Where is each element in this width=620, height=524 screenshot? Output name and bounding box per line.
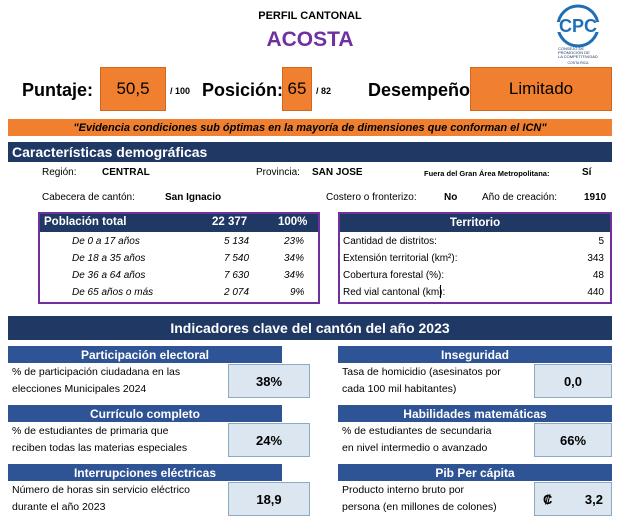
population-row-pct: 34%	[284, 270, 305, 281]
indicator-desc: Número de horas sin servicio eléctrico	[12, 484, 190, 496]
territory-header: Territorio	[340, 214, 610, 232]
population-header: Población total 22 377 100%	[40, 214, 318, 232]
pib-value: 3,2	[584, 491, 603, 507]
indicator-value-curriculo: 24%	[228, 423, 310, 457]
population-total-label: Población total	[44, 216, 127, 228]
indicator-title-inseguridad: Inseguridad	[338, 346, 612, 363]
territory-row-label: Cantidad de distritos:	[343, 236, 437, 247]
indicator-value-participacion: 38%	[228, 364, 310, 398]
indicator-value-matematicas: 66%	[534, 423, 612, 457]
divider	[340, 302, 510, 303]
indicator-desc: persona (en millones de colones)	[342, 501, 497, 513]
colon-currency-icon: ₡	[543, 491, 553, 507]
posicion-value: 65	[282, 67, 312, 111]
territory-row-label: Red vial cantonal (km):	[343, 287, 446, 298]
indicator-title-pib: Pib Per cápita	[338, 464, 612, 481]
territory-row-label: Cobertura forestal (%):	[343, 270, 445, 281]
svg-text:PROMOCIÓN DE: PROMOCIÓN DE	[558, 50, 590, 55]
population-row-label: De 0 a 17 años	[72, 236, 140, 247]
indicator-desc: reciben todas las materias especiales	[12, 442, 188, 454]
indicator-value-inseguridad: 0,0	[534, 364, 612, 398]
indicator-title-electricas: Interrupciones eléctricas	[8, 464, 282, 481]
provincia-label: Provincia:	[256, 167, 300, 178]
indicator-value-electricas: 18,9	[228, 482, 310, 516]
indicators-title: Indicadores clave del cantón del año 202…	[8, 316, 612, 340]
population-row-label: De 18 a 35 años	[72, 253, 146, 264]
territory-row-value: 440	[587, 287, 604, 298]
population-row-pct: 9%	[290, 287, 305, 298]
canton-name: ACOSTA	[266, 28, 354, 51]
population-row-pct: 23%	[284, 236, 305, 247]
indicator-title-participacion: Participación electoral	[8, 346, 282, 363]
territory-row-value: 48	[592, 270, 604, 281]
population-row-label: De 65 años o más	[72, 287, 154, 298]
anio-label: Año de creación:	[482, 192, 558, 203]
costero-value: No	[444, 192, 458, 203]
cabecera-value: San Ignacio	[165, 192, 222, 203]
population-row-label: De 36 a 64 años	[72, 270, 146, 281]
region-label: Región:	[42, 167, 77, 178]
puntaje-denominator: / 100	[170, 86, 191, 96]
indicator-value-pib: ₡ 3,2	[534, 482, 612, 516]
svg-text:CONSEJO DE: CONSEJO DE	[558, 46, 584, 51]
svg-text:LA COMPETITIVIDAD: LA COMPETITIVIDAD	[558, 54, 598, 59]
indicator-desc: Tasa de homicidio (asesinatos por	[342, 366, 501, 378]
cpc-logo: CPC CONSEJO DE PROMOCIÓN DE LA COMPETITI…	[548, 4, 608, 66]
indicator-desc: durante el año 2023	[12, 501, 106, 513]
demographics-title: Características demográficas	[8, 142, 612, 162]
indicator-desc: % de participación ciudadana en las	[12, 366, 181, 378]
territory-table: Territorio Cantidad de distritos: 5 Exte…	[338, 212, 612, 304]
desempeno-label: Desempeño:	[368, 80, 477, 100]
population-total-value: 22 377	[212, 216, 248, 228]
territory-row-value: 5	[598, 236, 604, 247]
territory-row-label: Extensión territorial (km²):	[343, 253, 458, 264]
territory-row-value: 343	[587, 253, 604, 264]
svg-text:COSTA RICA: COSTA RICA	[568, 61, 590, 65]
text-cursor	[440, 285, 441, 298]
indicator-desc: cada 100 mil habitantes)	[342, 383, 457, 395]
logo-text: CPC	[559, 16, 597, 36]
gam-value: Sí	[582, 167, 592, 178]
indicator-desc: en nivel intermedio o avanzado	[342, 442, 488, 454]
population-row-value: 7 540	[224, 253, 250, 264]
provincia-value: SAN JOSE	[312, 167, 363, 178]
indicator-desc: elecciones Municipales 2024	[12, 383, 147, 395]
puntaje-value: 50,5	[100, 67, 166, 111]
cpc-logo-icon: CPC CONSEJO DE PROMOCIÓN DE LA COMPETITI…	[552, 4, 604, 65]
population-row-value: 2 074	[224, 287, 250, 298]
region-value: CENTRAL	[102, 167, 150, 178]
desempeno-value: Limitado	[470, 67, 612, 111]
indicator-title-matematicas: Habilidades matemáticas	[338, 405, 612, 422]
population-table: Población total 22 377 100% De 0 a 17 añ…	[38, 212, 320, 304]
icn-quote: "Evidencia condiciones sub óptimas en la…	[8, 119, 612, 136]
costero-label: Costero o fronterizo:	[326, 192, 417, 203]
indicator-title-curriculo: Currículo completo	[8, 405, 282, 422]
posicion-denominator: / 82	[316, 86, 332, 96]
indicator-desc: % de estudiantes de primaria que	[12, 425, 169, 437]
population-row-value: 7 630	[224, 270, 250, 281]
indicator-desc: % de estudiantes de secundaria	[342, 425, 492, 437]
cabecera-label: Cabecera de cantón:	[42, 192, 135, 203]
population-row-pct: 34%	[284, 253, 305, 264]
puntaje-label: Puntaje:	[22, 80, 94, 100]
anio-value: 1910	[584, 192, 607, 203]
profile-subtitle: PERFIL CANTONAL	[258, 10, 362, 22]
indicator-desc: Producto interno bruto por	[342, 484, 464, 496]
posicion-label: Posición:	[202, 80, 284, 100]
population-row-value: 5 134	[224, 236, 250, 247]
population-total-pct: 100%	[278, 216, 308, 228]
gam-label: Fuera del Gran Área Metropolitana:	[424, 169, 550, 178]
